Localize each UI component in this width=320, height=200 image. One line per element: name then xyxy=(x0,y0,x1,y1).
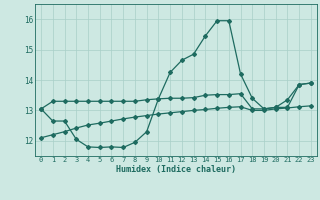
X-axis label: Humidex (Indice chaleur): Humidex (Indice chaleur) xyxy=(116,165,236,174)
